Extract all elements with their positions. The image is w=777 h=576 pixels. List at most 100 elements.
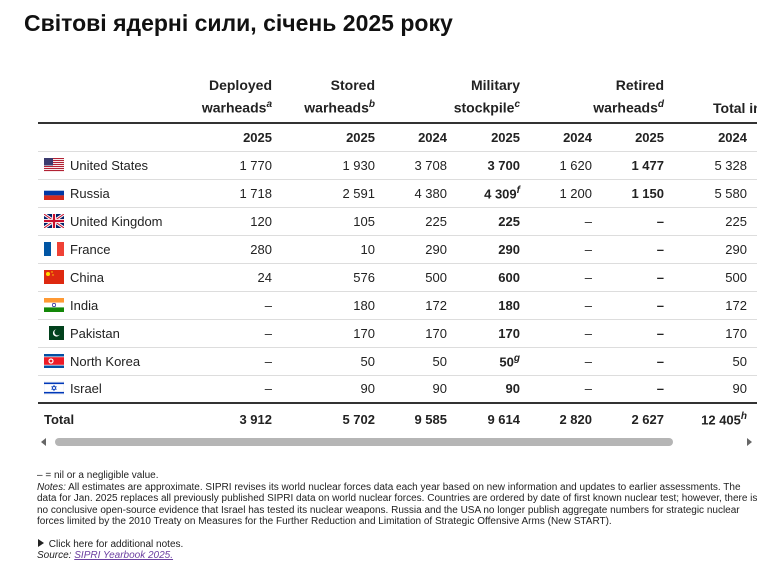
value-cell: 180 bbox=[447, 291, 520, 319]
value-cell bbox=[747, 291, 757, 319]
value-cell: 170 bbox=[664, 319, 747, 347]
header-text: Military stockpilec bbox=[453, 77, 520, 116]
value-cell: 105 bbox=[272, 207, 375, 235]
value-cell: 225 bbox=[664, 207, 747, 235]
table-row: France 280 10 290 290 – – 290 bbox=[38, 235, 757, 263]
value-cell: 1 718 bbox=[190, 179, 272, 207]
country-cell: Israel bbox=[38, 375, 190, 403]
notes-text: Notes: All estimates are approximate. SI… bbox=[37, 482, 759, 528]
scroll-thumb[interactable] bbox=[55, 438, 673, 446]
cell-text: – bbox=[584, 269, 592, 285]
country-name: France bbox=[70, 241, 111, 257]
cell-text: 5 328 bbox=[714, 157, 747, 173]
value-cell: 2 591 bbox=[272, 179, 375, 207]
total-cell: 12 405h bbox=[664, 403, 747, 434]
total-row: Total 3 912 5 702 9 585 9 614 2 820 2 627 12 40… bbox=[38, 403, 757, 434]
table-row: United Kingdom 120 105 225 225 – – 225 bbox=[38, 207, 757, 235]
value-cell bbox=[747, 235, 757, 263]
country-cell: China bbox=[38, 263, 190, 291]
cell-text: 180 bbox=[353, 297, 375, 313]
cell-text: – bbox=[656, 269, 664, 285]
years-row: 2025 2025 2024 2025 2024 2025 2024 bbox=[38, 123, 757, 151]
header-cell: Total in bbox=[664, 73, 757, 123]
country-cell: North Korea bbox=[38, 347, 190, 375]
cell-text: 1 930 bbox=[342, 157, 375, 173]
value-cell: 1 150 bbox=[592, 179, 664, 207]
value-cell: 290 bbox=[447, 235, 520, 263]
value-cell: – bbox=[520, 347, 592, 375]
value-cell: 170 bbox=[375, 319, 447, 347]
year-cell: 2025 bbox=[190, 123, 272, 151]
value-cell: – bbox=[592, 235, 664, 263]
cell-text: – bbox=[264, 297, 272, 313]
value-cell: 1 620 bbox=[520, 151, 592, 179]
source-link[interactable]: SIPRI Yearbook 2025. bbox=[74, 550, 174, 561]
year-cell: 2025 bbox=[447, 123, 520, 151]
cell-text: 3 708 bbox=[414, 157, 447, 173]
cell-text: – bbox=[264, 353, 272, 369]
value-cell: 1 477 bbox=[592, 151, 664, 179]
total-cell: 2 627 bbox=[592, 403, 664, 434]
cell-text: 180 bbox=[498, 297, 520, 313]
cell-text: 2025 bbox=[243, 129, 272, 145]
cell-text: – bbox=[656, 241, 664, 257]
cell-text: 50 bbox=[360, 353, 375, 369]
total-cell: 2 820 bbox=[520, 403, 592, 434]
year-cell: 2025 bbox=[272, 123, 375, 151]
cell-text: 90 bbox=[360, 381, 375, 397]
more-text[interactable]: Click here for additional notes. bbox=[48, 538, 184, 550]
country-cell: India bbox=[38, 291, 190, 319]
cell-text: 2024 bbox=[418, 129, 447, 145]
value-cell: 50 bbox=[664, 347, 747, 375]
flag-icon bbox=[44, 269, 64, 284]
scrollbar[interactable] bbox=[38, 434, 757, 450]
total-cell: 9 614 bbox=[447, 403, 520, 434]
cell-text: 50 bbox=[732, 353, 747, 369]
country-name: North Korea bbox=[70, 353, 141, 369]
cell-text: 170 bbox=[353, 325, 375, 341]
country-name: United States bbox=[70, 157, 149, 173]
total-text: Total bbox=[44, 411, 75, 427]
country-name: Pakistan bbox=[70, 325, 120, 341]
country-name: India bbox=[70, 297, 99, 313]
cell-text: 2025 bbox=[346, 129, 375, 145]
cell-text: 290 bbox=[498, 241, 520, 257]
country-cell: Pakistan bbox=[38, 319, 190, 347]
value-cell: – bbox=[520, 263, 592, 291]
footnote-mark: d bbox=[657, 99, 664, 111]
value-cell: 225 bbox=[447, 207, 520, 235]
value-cell: 170 bbox=[272, 319, 375, 347]
value-cell: 90 bbox=[664, 375, 747, 403]
scroll-left[interactable] bbox=[41, 438, 46, 446]
cell-text: – bbox=[584, 213, 592, 229]
cell-text: 1 718 bbox=[239, 185, 272, 201]
value-cell: 5 580 bbox=[664, 179, 747, 207]
footnote-mark: b bbox=[368, 99, 375, 111]
table-row: Israel – 90 90 90 – – 90 bbox=[38, 375, 757, 403]
value-cell: 1 200 bbox=[520, 179, 592, 207]
value-cell: 290 bbox=[664, 235, 747, 263]
cell-text: 1 200 bbox=[559, 185, 592, 201]
table-row: China 24 576 500 600 – – 500 bbox=[38, 263, 757, 291]
cell-text: 4 380 bbox=[414, 185, 447, 201]
cell-text: 500 bbox=[725, 269, 747, 285]
country-cell: Russia bbox=[38, 179, 190, 207]
scroll-right[interactable] bbox=[747, 438, 752, 446]
country-name: Russia bbox=[70, 185, 110, 201]
more-notes[interactable]: Click here for additional notes. bbox=[37, 538, 759, 551]
cell-text: 4 309 bbox=[484, 186, 517, 202]
flag-icon bbox=[44, 185, 64, 200]
cell-text: 1 477 bbox=[631, 157, 664, 173]
table-scroll[interactable]: Deployed warheadsa Stored warheadsb Milita… bbox=[38, 73, 757, 434]
header-text: Stored warheadsb bbox=[304, 77, 375, 116]
cell-text: 2024 bbox=[718, 129, 747, 145]
value-cell: 4 380 bbox=[375, 179, 447, 207]
year-cell: 2024 bbox=[375, 123, 447, 151]
cell-text: – bbox=[584, 241, 592, 257]
header-row: Deployed warheadsa Stored warheadsb Milita… bbox=[38, 73, 757, 123]
cell-text: – bbox=[656, 325, 664, 341]
header-cell: Deployed warheadsa bbox=[190, 73, 272, 123]
value-cell: 50 bbox=[375, 347, 447, 375]
value-cell: 500 bbox=[375, 263, 447, 291]
value-cell: – bbox=[190, 291, 272, 319]
